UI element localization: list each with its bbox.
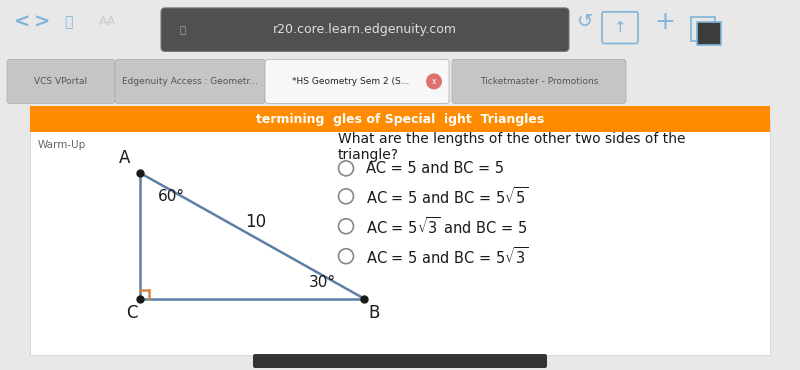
FancyBboxPatch shape [452,59,626,104]
Text: 🔒: 🔒 [180,25,186,35]
FancyBboxPatch shape [30,120,770,355]
Text: AC = 5 and BC = $5\sqrt{5}$: AC = 5 and BC = $5\sqrt{5}$ [366,186,529,207]
Circle shape [426,73,442,90]
Circle shape [338,249,354,264]
Text: ↺: ↺ [577,12,593,31]
Circle shape [338,161,354,176]
Text: C: C [126,303,138,322]
Text: 10: 10 [246,213,266,231]
Text: A: A [118,149,130,167]
Text: AC = $5\sqrt{3}$ and BC = 5: AC = $5\sqrt{3}$ and BC = 5 [366,216,527,237]
Text: Warm-Up: Warm-Up [38,140,86,150]
Text: ↑: ↑ [614,20,626,35]
Text: x: x [432,77,436,86]
Text: AA: AA [99,15,117,28]
Text: termining  gles of Special  ight  Triangles: termining gles of Special ight Triangles [256,113,544,126]
Text: VCS VPortal: VCS VPortal [34,77,87,86]
Text: AC = 5 and BC = $5\sqrt{3}$: AC = 5 and BC = $5\sqrt{3}$ [366,246,529,267]
Text: <: < [14,12,30,31]
Text: >: > [34,12,50,31]
FancyBboxPatch shape [7,59,115,104]
FancyBboxPatch shape [30,107,770,132]
FancyBboxPatch shape [115,59,265,104]
Text: r20.core.learn.edgenuity.com: r20.core.learn.edgenuity.com [273,23,457,36]
Text: B: B [368,303,380,322]
Text: Edgenuity Access : Geometr...: Edgenuity Access : Geometr... [122,77,258,86]
Text: triangle?: triangle? [338,148,399,162]
Circle shape [338,219,354,234]
Text: What are the lengths of the other two sides of the: What are the lengths of the other two si… [338,132,686,147]
Text: 30°: 30° [309,275,336,290]
FancyBboxPatch shape [253,354,547,368]
FancyBboxPatch shape [265,59,449,104]
Text: AC = 5 and BC = 5: AC = 5 and BC = 5 [366,161,504,176]
Text: 📖: 📖 [64,15,72,29]
Text: 60°: 60° [158,189,185,204]
Circle shape [338,189,354,204]
Text: *HS Geometry Sem 2 (S...: *HS Geometry Sem 2 (S... [292,77,410,86]
Text: Ticketmaster - Promotions: Ticketmaster - Promotions [480,77,598,86]
FancyBboxPatch shape [697,22,721,46]
Text: +: + [654,10,675,34]
FancyBboxPatch shape [161,8,569,51]
